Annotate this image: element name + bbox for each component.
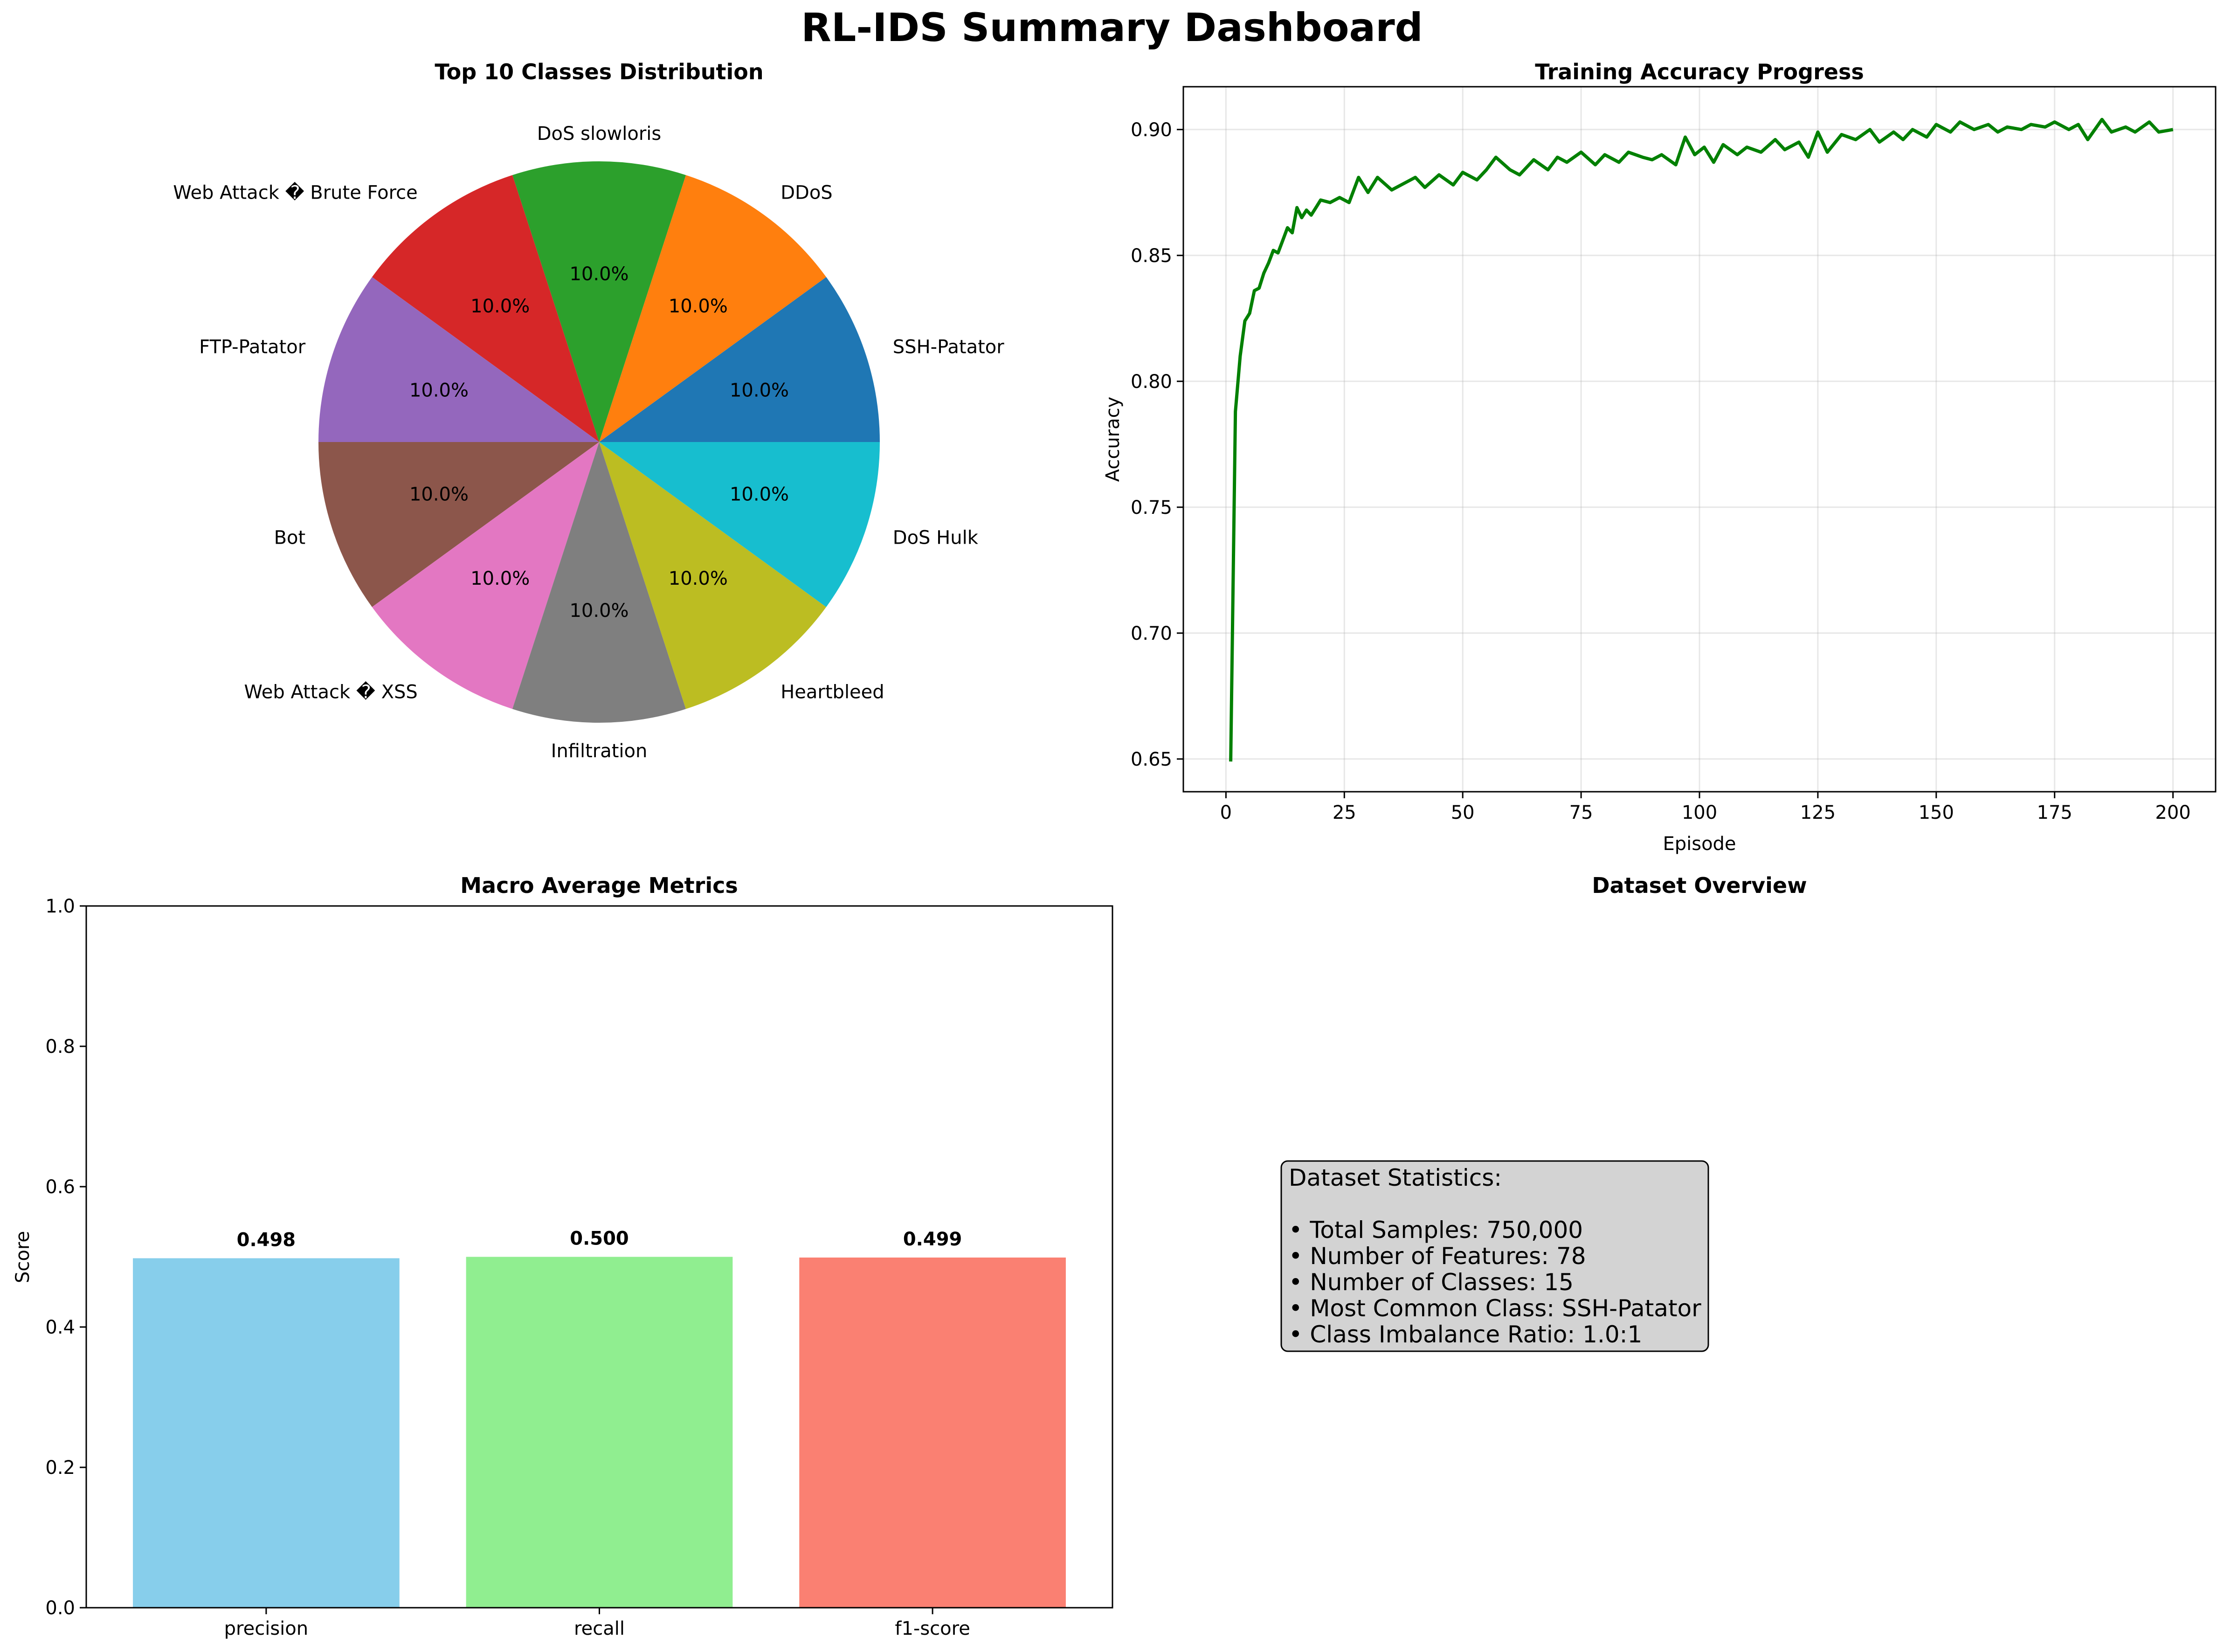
pie-pct-label: 10.0% xyxy=(730,380,789,401)
line-x-tick-label: 200 xyxy=(2155,802,2190,823)
stat-number-of-features: • Number of Features: 78 xyxy=(1289,1243,1586,1270)
line-x-tick-label: 175 xyxy=(2037,802,2072,823)
pie-slice-web-attack-xss xyxy=(372,442,599,709)
bar-x-tick-label-recall: recall xyxy=(574,1618,625,1639)
pie-label-ddos: DDoS xyxy=(780,182,832,203)
pie-slice-ssh-patator xyxy=(599,277,880,442)
bar-bars: 0.498 0.500 0.499 xyxy=(133,1228,1066,1608)
dataset-overview-title: Dataset Overview xyxy=(1592,873,1807,898)
line-x-tick-label: 150 xyxy=(1919,802,1954,823)
pie-label-heartbleed: Heartbleed xyxy=(780,682,884,703)
pie-label-web-attack-brute-force: Web Attack � Brute Force xyxy=(173,181,418,203)
line-panel: Training Accuracy Progress 0 25 50 75 100 125… xyxy=(1102,59,2217,855)
pie-label-ssh-patator: SSH-Patator xyxy=(893,336,1004,358)
line-y-tick-label: 0.85 xyxy=(1131,245,1172,267)
line-x-tick-label: 50 xyxy=(1451,802,1475,823)
bar-panel: Macro Average Metrics 0.498 0.500 0.499 pr… xyxy=(12,873,1113,1639)
pie-label-web-attack-xss: Web Attack � XSS xyxy=(244,681,418,703)
bar-value-label-recall: 0.500 xyxy=(570,1228,629,1250)
line-x-tick-label: 100 xyxy=(1682,802,1717,823)
pie-panel: Top 10 Classes Distribution SSH-Patator 1… xyxy=(173,59,1004,762)
dataset-stats-box xyxy=(1280,1160,1709,1352)
line-y-tick-label: 0.80 xyxy=(1131,371,1172,393)
pie-slice-ftp-patator xyxy=(318,277,599,442)
bar-y-tick-label: 0.6 xyxy=(45,1176,75,1198)
pie-slice-ddos xyxy=(599,175,827,442)
pie-pct-label: 10.0% xyxy=(470,296,530,317)
line-x-tick-label: 125 xyxy=(1800,802,1836,823)
line-y-axis-label: Accuracy xyxy=(1102,397,1124,482)
pie-slice-dos-slowloris xyxy=(512,161,686,442)
pie-label-dos-hulk: DoS Hulk xyxy=(893,527,979,549)
line-x-tick-label: 0 xyxy=(1220,802,1232,823)
bar-recall xyxy=(466,1257,733,1608)
accuracy-series-line xyxy=(1229,118,2174,762)
stat-most-common-class: • Most Common Class: SSH-Patator xyxy=(1289,1295,1701,1322)
pie-slice-infiltration xyxy=(512,442,686,723)
line-y-tick-label: 0.75 xyxy=(1131,497,1172,518)
pie-pct-label: 10.0% xyxy=(669,568,728,589)
dashboard-title: RL-IDS Summary Dashboard xyxy=(801,5,1423,50)
pie-labels: SSH-Patator 10.0% DDoS 10.0% DoS slowloris 10… xyxy=(173,123,1004,762)
line-x-tick-label: 25 xyxy=(1333,802,1356,823)
bar-y-tick-label: 0.2 xyxy=(45,1457,75,1479)
pie-pct-label: 10.0% xyxy=(569,263,629,285)
bar-value-label-precision: 0.498 xyxy=(237,1230,296,1251)
pie-pct-label: 10.0% xyxy=(470,568,530,589)
pie-pct-label: 10.0% xyxy=(569,600,629,622)
pie-label-ftp-patator: FTP-Patator xyxy=(199,336,306,358)
line-gridlines xyxy=(1183,87,2216,792)
line-chart-title: Training Accuracy Progress xyxy=(1535,59,1864,84)
pie-slice-bot xyxy=(318,442,599,607)
dataset-overview-panel: Dataset Overview Dataset Statistics: • T… xyxy=(1280,873,1807,1352)
bar-chart-title: Macro Average Metrics xyxy=(460,873,738,898)
pie-slice-dos-hulk xyxy=(599,442,880,607)
pie-pct-label: 10.0% xyxy=(409,380,469,401)
line-y-tick-label: 0.70 xyxy=(1131,623,1172,644)
bar-precision xyxy=(133,1258,400,1608)
line-y-tick-label: 0.65 xyxy=(1131,749,1172,770)
pie-slices xyxy=(318,161,880,723)
bar-x-tick-label-precision: precision xyxy=(224,1618,308,1639)
pie-chart-title: Top 10 Classes Distribution xyxy=(435,59,763,84)
line-x-axis-label: Episode xyxy=(1663,833,1736,855)
bar-y-tick-label: 0.8 xyxy=(45,1036,75,1058)
stat-total-samples: • Total Samples: 750,000 xyxy=(1289,1217,1583,1244)
pie-label-infiltration: Infiltration xyxy=(551,740,648,762)
line-axis-ticks: 0 25 50 75 100 125 150 175 200 0.65 0.70 0.75 0.80 0.… xyxy=(1131,119,2191,823)
stat-number-of-classes: • Number of Classes: 15 xyxy=(1289,1269,1574,1296)
bar-f1-score xyxy=(799,1258,1066,1608)
bar-axis-ticks: precision recall f1-score 0.0 0.2 0.4 0.6 0.8 1.… xyxy=(45,896,970,1639)
pie-label-bot: Bot xyxy=(274,527,306,549)
line-x-tick-label: 75 xyxy=(1569,802,1593,823)
bar-y-axis-label: Score xyxy=(12,1231,34,1283)
pie-label-dos-slowloris: DoS slowloris xyxy=(537,123,662,145)
line-y-tick-label: 0.90 xyxy=(1131,119,1172,141)
pie-slice-heartbleed xyxy=(599,442,827,709)
bar-x-tick-label-f1-score: f1-score xyxy=(895,1618,970,1639)
bar-value-label-f1-score: 0.499 xyxy=(903,1229,962,1250)
bar-y-tick-label: 0.4 xyxy=(45,1317,75,1338)
pie-pct-label: 10.0% xyxy=(730,484,789,505)
stat-class-imbalance-ratio: • Class Imbalance Ratio: 1.0:1 xyxy=(1289,1321,1642,1348)
bar-y-tick-label: 0.0 xyxy=(45,1597,75,1619)
pie-slice-web-attack-brute-force xyxy=(372,175,599,442)
bar-y-tick-label: 1.0 xyxy=(45,896,75,917)
dataset-stats-heading: Dataset Statistics: xyxy=(1289,1164,1502,1191)
pie-pct-label: 10.0% xyxy=(409,484,469,505)
pie-pct-label: 10.0% xyxy=(669,296,728,317)
